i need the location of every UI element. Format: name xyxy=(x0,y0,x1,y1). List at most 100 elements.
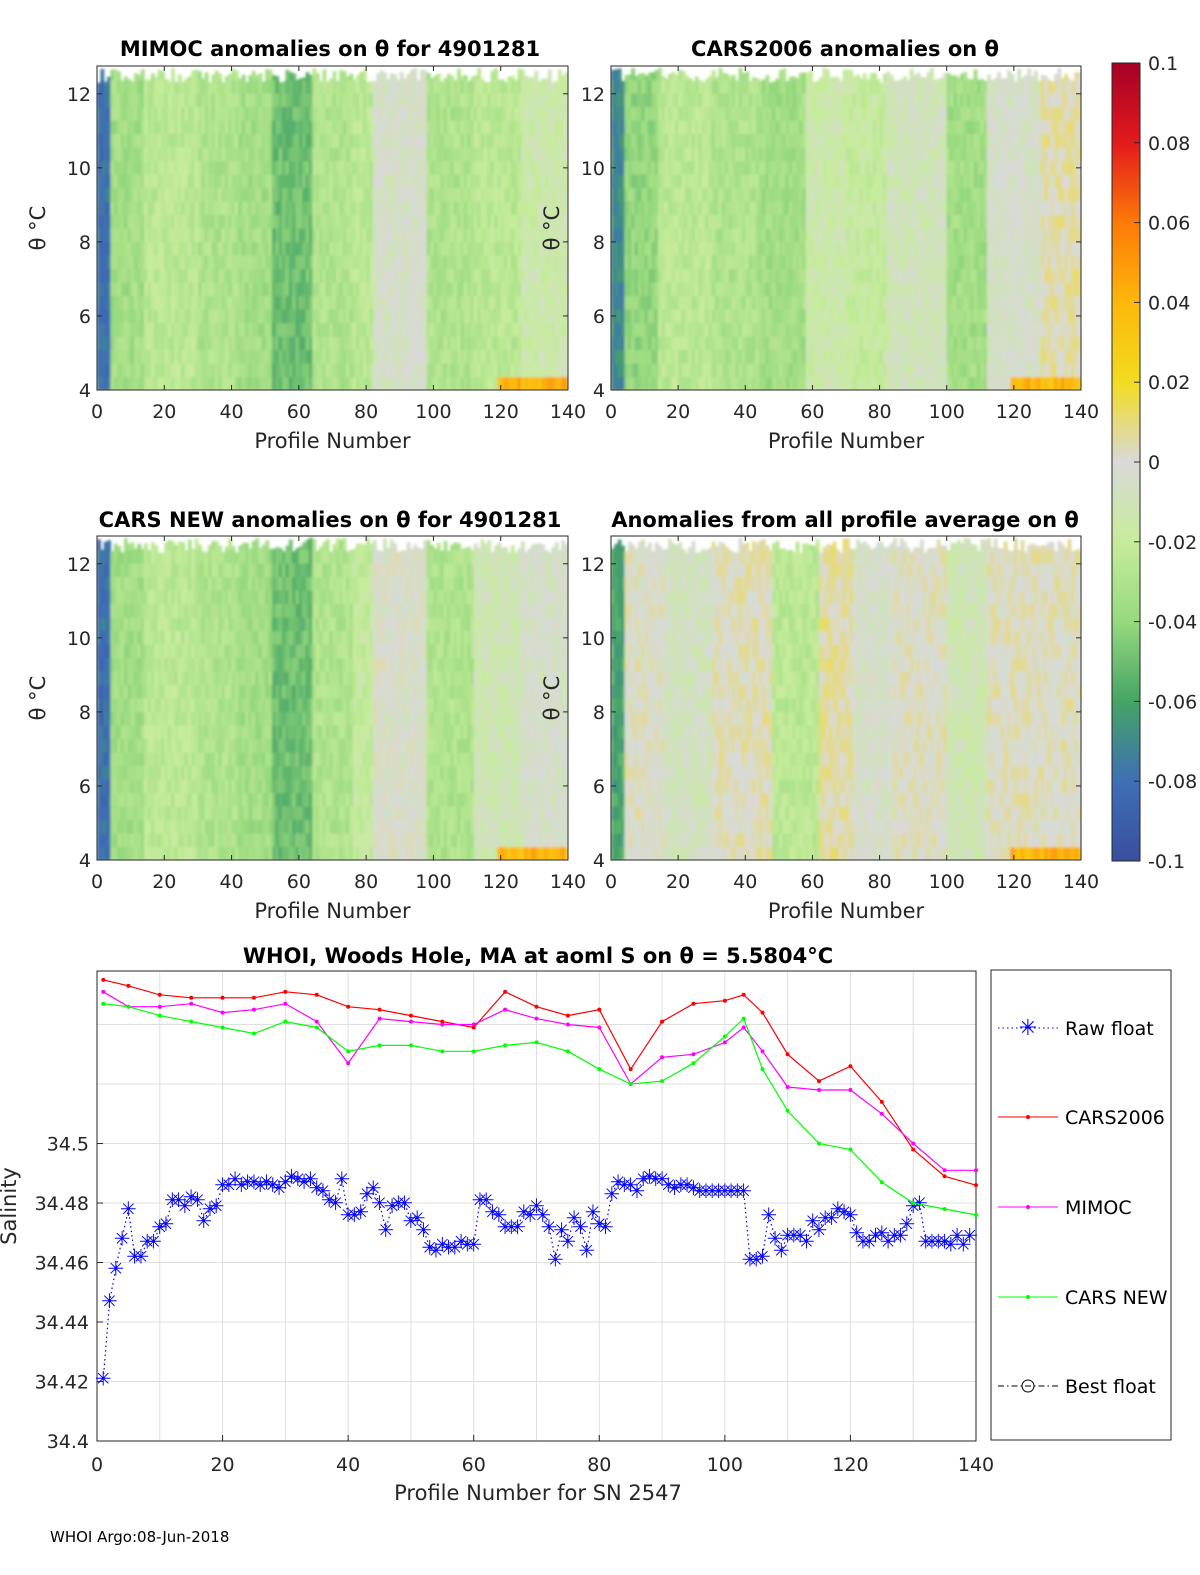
heatmap-cell xyxy=(517,241,522,256)
heatmap-cell xyxy=(815,282,820,297)
heatmap-cell xyxy=(416,309,421,324)
heatmap-cell xyxy=(160,133,165,148)
heatmap-cell xyxy=(728,363,733,378)
heatmap-cell xyxy=(527,282,532,297)
heatmap-cell xyxy=(282,282,286,297)
heatmap-cell xyxy=(315,79,320,94)
heatmap-cell xyxy=(194,120,199,135)
heatmap-cell xyxy=(181,174,186,189)
heatmap-cell xyxy=(735,376,740,390)
heatmap-cell xyxy=(134,363,138,378)
heatmap-cell xyxy=(228,133,233,148)
heatmap-cell xyxy=(547,322,552,337)
heatmap-cell xyxy=(755,201,760,216)
heatmap-cell xyxy=(423,79,428,94)
heatmap-cell xyxy=(386,363,391,378)
heatmap-cell xyxy=(504,336,509,351)
heatmap-cell xyxy=(517,187,522,202)
heatmap-cell xyxy=(480,79,485,94)
heatmap-cell xyxy=(765,336,770,351)
heatmap-cell xyxy=(349,133,354,148)
heatmap-cell xyxy=(214,214,219,229)
heatmap-cell xyxy=(386,322,391,337)
heatmap-cell xyxy=(762,349,767,364)
heatmap-cell xyxy=(752,174,756,189)
heatmap-cell xyxy=(822,376,827,390)
heatmap-cell xyxy=(799,79,803,94)
heatmap-cell xyxy=(154,376,159,390)
heatmap-cell xyxy=(275,349,280,364)
heatmap-cell xyxy=(359,133,364,148)
heatmap-cell xyxy=(160,174,165,189)
heatmap-cell xyxy=(248,268,253,283)
heatmap-cell xyxy=(359,93,364,108)
heatmap-cell xyxy=(755,376,760,390)
heatmap-cell xyxy=(453,282,458,297)
heatmap-cell xyxy=(248,241,253,256)
heatmap-cell xyxy=(191,160,196,175)
heatmap-cell xyxy=(768,349,773,364)
heatmap-cell xyxy=(194,376,199,390)
heatmap-cell xyxy=(507,282,512,297)
heatmap-cell xyxy=(356,363,361,378)
heatmap-cell xyxy=(160,160,165,175)
heatmap-cell xyxy=(725,73,730,81)
heatmap-cell xyxy=(731,201,736,216)
heatmap-cell xyxy=(329,282,334,297)
heatmap-cell xyxy=(758,322,763,337)
heatmap-cell xyxy=(218,376,223,390)
heatmap-cell xyxy=(456,106,461,121)
heatmap-cell xyxy=(107,76,112,81)
heatmap-cell xyxy=(825,241,830,256)
heatmap-cell xyxy=(557,69,562,81)
heatmap-cell xyxy=(715,376,720,390)
heatmap-cell xyxy=(644,376,649,390)
heatmap-cell xyxy=(120,80,125,94)
heatmap-cell xyxy=(147,376,152,390)
heatmap-cell xyxy=(651,376,656,390)
heatmap-cell xyxy=(325,174,330,189)
heatmap-cell xyxy=(248,133,253,148)
heatmap-cell xyxy=(651,268,656,283)
heatmap-cell xyxy=(261,376,266,390)
heatmap-cell xyxy=(322,349,327,364)
heatmap-cell xyxy=(721,228,726,243)
heatmap-cell xyxy=(315,160,320,175)
heatmap-cell xyxy=(356,228,361,243)
heatmap-cell xyxy=(191,201,196,216)
heatmap-cell xyxy=(822,79,827,94)
heatmap-cell xyxy=(634,75,639,81)
heatmap-cell xyxy=(386,376,391,390)
heatmap-cell xyxy=(147,255,152,270)
heatmap-cell xyxy=(514,214,519,229)
heatmap-cell xyxy=(450,120,455,135)
heatmap-cell xyxy=(211,268,216,283)
heatmap-cell xyxy=(362,349,367,364)
heatmap-cell xyxy=(487,295,492,310)
heatmap-cell xyxy=(322,106,327,121)
heatmap-cell xyxy=(718,322,723,337)
heatmap-cell xyxy=(110,228,115,243)
heatmap-cell xyxy=(359,214,364,229)
heatmap-cell xyxy=(238,79,243,94)
heatmap-cell xyxy=(224,106,229,121)
heatmap-cell xyxy=(305,282,310,297)
heatmap-cell xyxy=(177,74,182,81)
heatmap-cell xyxy=(705,160,709,175)
heatmap-cell xyxy=(678,336,683,351)
heatmap-cell xyxy=(715,76,720,81)
heatmap-cell xyxy=(654,70,659,81)
heatmap-cell xyxy=(721,106,726,121)
heatmap-cell xyxy=(460,201,465,216)
heatmap-cell xyxy=(832,255,837,270)
heatmap-cell xyxy=(688,214,693,229)
heatmap-cell xyxy=(799,147,803,162)
heatmap-cell xyxy=(634,93,639,108)
heatmap-cell xyxy=(731,268,736,283)
heatmap-cell xyxy=(534,106,539,121)
heatmap-cell xyxy=(140,255,145,270)
heatmap-cell xyxy=(221,322,226,337)
heatmap-cell xyxy=(433,147,438,162)
heatmap-cell xyxy=(194,336,199,351)
heatmap-cell xyxy=(664,309,669,324)
